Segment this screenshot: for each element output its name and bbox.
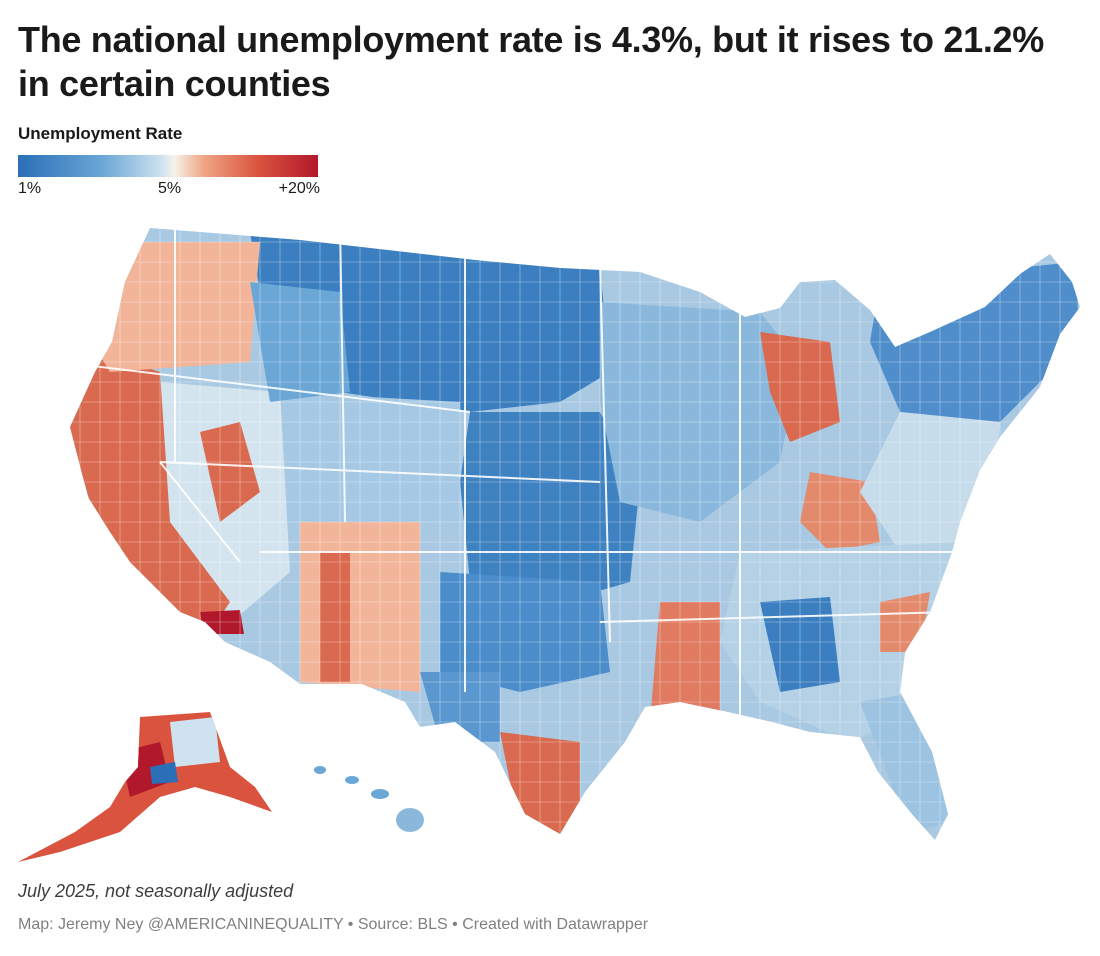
- source-text: Source: BLS: [357, 916, 448, 933]
- tool-credit: Created with Datawrapper: [462, 916, 649, 933]
- hawaii-island-maui: [371, 789, 389, 799]
- hawaii-island-kauai: [314, 766, 326, 774]
- chart-source: Map: Jeremy Ney @AMERICANINEQUALITY • So…: [18, 916, 648, 934]
- color-legend: Unemployment Rate 1% 5% +20%: [18, 124, 320, 202]
- border-line: [599, 611, 951, 623]
- region-new-mexico-strip: [320, 552, 350, 682]
- legend-max-label: +20%: [278, 180, 320, 197]
- legend-mid-label: 5%: [158, 180, 182, 197]
- legend-min-label: 1%: [18, 180, 42, 197]
- legend-labels: 1% 5% +20%: [18, 180, 320, 202]
- border-line: [339, 228, 346, 523]
- border-line: [70, 361, 471, 413]
- region-california: [70, 342, 230, 632]
- hawaii: [314, 766, 424, 832]
- region-mountain: [280, 392, 460, 522]
- region-central-plains: [460, 412, 640, 602]
- region-alaska-north: [170, 717, 220, 767]
- chart-title: The national unemployment rate is 4.3%, …: [18, 19, 1044, 104]
- separator: •: [447, 916, 463, 933]
- separator: •: [343, 916, 358, 933]
- region-pacific-northwest: [80, 242, 260, 372]
- hawaii-island-big-island: [396, 808, 424, 832]
- map-credit: Map: Jeremy Ney @AMERICANINEQUALITY: [18, 916, 344, 933]
- legend-gradient-bar: [18, 155, 318, 177]
- us-county-map: [0, 222, 1100, 862]
- hawaii-island-oahu: [345, 776, 359, 784]
- map-svg: [18, 228, 1080, 862]
- region-nevada-west: [200, 422, 260, 522]
- region-alaska-central: [150, 762, 178, 784]
- legend-title: Unemployment Rate: [18, 124, 183, 143]
- chart-note: July 2025, not seasonally adjusted: [18, 881, 294, 901]
- border-line: [599, 261, 611, 643]
